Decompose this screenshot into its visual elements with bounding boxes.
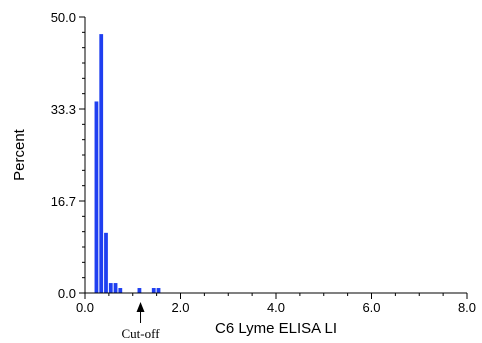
x-tick-label: 2.0 bbox=[171, 300, 189, 315]
x-tick-label: 6.0 bbox=[362, 300, 380, 315]
y-axis-title: Percent bbox=[11, 128, 28, 181]
histogram-bar bbox=[113, 283, 118, 293]
tick-labels-group: 0.0 2.0 4.0 6.0 8.0 0.0 16.7 33.3 50.0 bbox=[51, 10, 476, 315]
bars-group bbox=[94, 34, 161, 294]
x-tick-label: 0.0 bbox=[76, 300, 94, 315]
y-tick-label: 0.0 bbox=[58, 286, 76, 301]
x-axis-title: C6 Lyme ELISA LI bbox=[215, 320, 337, 337]
histogram-bar bbox=[156, 288, 161, 293]
x-tick-label: 4.0 bbox=[267, 300, 285, 315]
y-tick-label: 50.0 bbox=[51, 10, 76, 25]
cutoff-label: Cut-off bbox=[122, 326, 161, 341]
ticks-group bbox=[79, 16, 468, 299]
cutoff-arrow-head bbox=[136, 302, 145, 312]
histogram-bar bbox=[151, 288, 156, 293]
histogram-bar bbox=[99, 34, 104, 294]
x-tick-label: 8.0 bbox=[458, 300, 476, 315]
cutoff-annotation: Cut-off bbox=[122, 302, 161, 341]
axes-group bbox=[84, 17, 467, 294]
histogram-bar bbox=[108, 283, 113, 293]
y-tick-label: 33.3 bbox=[51, 102, 76, 117]
histogram-bar bbox=[118, 288, 123, 293]
histogram-bar bbox=[137, 288, 142, 293]
histogram-bar bbox=[94, 101, 99, 294]
histogram-bar bbox=[104, 232, 108, 293]
y-tick-label: 16.7 bbox=[51, 194, 76, 209]
